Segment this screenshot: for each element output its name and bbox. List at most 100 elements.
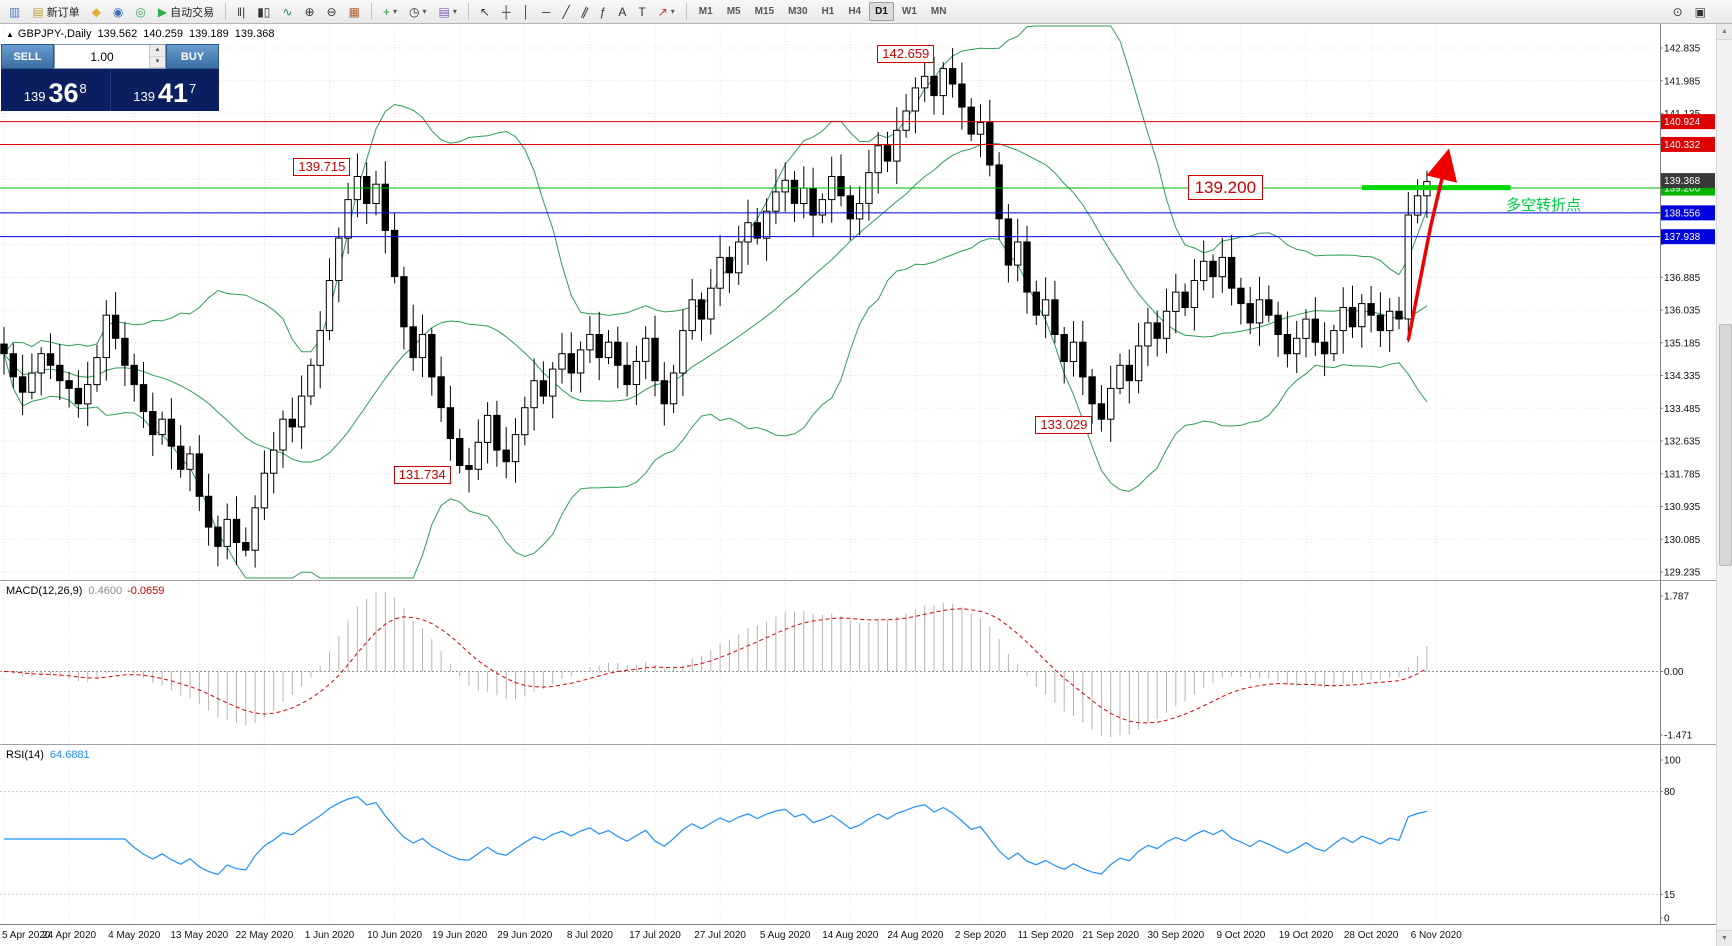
tile-windows-icon: ▦ xyxy=(348,4,360,19)
scroll-down-icon[interactable]: ▼ xyxy=(1717,930,1732,946)
buy-button[interactable]: BUY xyxy=(166,44,219,69)
label-button[interactable]: T xyxy=(633,1,650,23)
channel-icon: ∥ xyxy=(578,3,591,20)
toolbar-separator xyxy=(685,3,687,20)
svg-text:132.635: 132.635 xyxy=(1664,437,1701,448)
sell-price[interactable]: 139 36 8 xyxy=(1,69,111,111)
line-chart-button[interactable]: ∿ xyxy=(277,1,297,23)
price-callout-142.659[interactable]: 142.659 xyxy=(877,44,935,63)
main-toolbar: ▥ ▤ 新订单 ◆ ◉ ◎ ▶ 自动交易 ‖| ▮▯ ∿ ⊕ ⊖ ▦ + ▾ ◷ ▾ ▤ ▾ ↖ ┼ │ ─ ╱ ∥ ƒ A T ↗ ▾ M1… xyxy=(0,0,1732,24)
bar-chart-button[interactable]: ‖| xyxy=(232,1,250,23)
horizontal-levels[interactable] xyxy=(0,121,1660,238)
svg-text:138.556: 138.556 xyxy=(1664,208,1701,219)
label-icon: T xyxy=(638,4,646,19)
trendline-button[interactable]: ╱ xyxy=(557,1,574,23)
bullish-arrow[interactable] xyxy=(1406,148,1458,341)
svg-text:141.985: 141.985 xyxy=(1664,76,1701,87)
new-chart-icon: ▥ xyxy=(9,4,21,19)
channel-button[interactable]: ∥ xyxy=(577,1,593,23)
timeframe-mn-button[interactable]: MN xyxy=(930,6,947,17)
svg-text:130.085: 130.085 xyxy=(1664,535,1701,546)
drawn-objects[interactable] xyxy=(1361,148,1511,341)
collapse-panel-icon[interactable]: ▲ xyxy=(6,30,14,39)
timeframe-d1-button[interactable]: D1 xyxy=(869,2,894,21)
ohlc-high: 140.259 xyxy=(143,28,184,40)
timeframe-m1-button[interactable]: M1 xyxy=(698,6,713,17)
buy-price[interactable]: 139 41 7 xyxy=(111,69,220,111)
price-callout-131.734[interactable]: 131.734 xyxy=(393,465,451,484)
date-label: 21 Sep 2020 xyxy=(1082,930,1139,941)
vertical-scrollbar[interactable]: ▲ ▼ xyxy=(1716,24,1732,946)
svg-text:1.787: 1.787 xyxy=(1664,592,1689,603)
timeframe-m5-button[interactable]: M5 xyxy=(726,6,741,17)
autotrading-button[interactable]: ▶ 自动交易 xyxy=(153,1,219,23)
svg-text:129.235: 129.235 xyxy=(1664,568,1701,579)
search-button[interactable]: ⊙ xyxy=(1668,1,1688,23)
scrollbar-thumb[interactable] xyxy=(1719,324,1732,566)
timeframe-m30-button[interactable]: M30 xyxy=(788,6,808,17)
date-label: 24 Apr 2020 xyxy=(42,930,96,941)
periods-button[interactable]: ◷ ▾ xyxy=(404,1,432,23)
sell-button[interactable]: SELL xyxy=(1,44,54,69)
templates-button[interactable]: ▤ ▾ xyxy=(433,1,461,23)
volume-field[interactable]: 1.00 ▴ ▾ xyxy=(54,44,166,69)
date-label: 28 Oct 2020 xyxy=(1344,930,1399,941)
timeframe-m15-button[interactable]: M15 xyxy=(754,6,775,17)
svg-text:-1.471: -1.471 xyxy=(1664,731,1693,742)
toolbar-separator xyxy=(225,3,227,20)
zoom-in-button[interactable]: ⊕ xyxy=(299,1,319,23)
periods-dropdown-icon[interactable]: ▾ xyxy=(422,7,427,16)
date-label: 19 Oct 2020 xyxy=(1279,930,1334,941)
zoom-out-button[interactable]: ⊖ xyxy=(322,1,342,23)
timeframe-h1-button[interactable]: H1 xyxy=(821,6,835,17)
scroll-up-icon[interactable]: ▲ xyxy=(1717,24,1732,40)
date-label: 27 Jul 2020 xyxy=(694,930,746,941)
navigator-button[interactable]: ◎ xyxy=(130,1,150,23)
cursor-button[interactable]: ↖ xyxy=(475,1,495,23)
candle-chart-button[interactable]: ▮▯ xyxy=(252,1,275,23)
timeframe-h4-button[interactable]: H4 xyxy=(848,6,862,17)
new-order-button[interactable]: ▤ 新订单 xyxy=(27,1,84,23)
tile-windows-button[interactable]: ▦ xyxy=(344,1,365,23)
price-callout-133.029[interactable]: 133.029 xyxy=(1035,415,1093,434)
market-watch-button[interactable]: ◉ xyxy=(108,1,128,23)
timeframe-w1-button[interactable]: W1 xyxy=(901,6,917,17)
svg-text:135.185: 135.185 xyxy=(1664,338,1701,349)
date-label: 13 May 2020 xyxy=(170,930,228,941)
svg-text:137.938: 137.938 xyxy=(1664,232,1701,243)
svg-text:133.485: 133.485 xyxy=(1664,404,1701,415)
bollinger-bands xyxy=(3,25,1428,579)
horizontal-line-button[interactable]: ─ xyxy=(537,1,556,23)
svg-text:140.332: 140.332 xyxy=(1664,140,1701,151)
zoom-in-icon: ⊕ xyxy=(304,4,315,19)
metaeditor-button[interactable]: ◆ xyxy=(87,1,106,23)
toolbar-separator xyxy=(370,3,372,20)
chart-title-row: ▲ GBPJPY-,Daily 139.562 140.259 139.189 139.3… xyxy=(6,28,275,40)
price-callout-139.715[interactable]: 139.715 xyxy=(293,158,351,177)
indicators-dropdown-icon[interactable]: ▾ xyxy=(392,7,397,16)
price-callout-139.200[interactable]: 139.200 xyxy=(1187,175,1264,201)
axis-tag-138.556: 138.556 xyxy=(1661,205,1715,221)
volume-up-icon[interactable]: ▴ xyxy=(150,45,165,57)
templates-dropdown-icon[interactable]: ▾ xyxy=(452,7,457,16)
volume-stepper: ▴ ▾ xyxy=(149,45,165,68)
indicators-button[interactable]: + ▾ xyxy=(378,1,402,23)
turning-point-annotation[interactable]: 多空转折点 xyxy=(1505,196,1581,214)
volume-value[interactable]: 1.00 xyxy=(90,49,114,64)
line-chart-icon: ∿ xyxy=(282,4,293,19)
arrows-button[interactable]: ↗ ▾ xyxy=(653,1,680,23)
new-chart-button[interactable]: ▥ xyxy=(4,1,25,23)
text-button[interactable]: A xyxy=(613,1,631,23)
arrows-dropdown-icon[interactable]: ▾ xyxy=(670,7,675,16)
fibonacci-button[interactable]: ƒ xyxy=(595,1,612,23)
crosshair-button[interactable]: ┼ xyxy=(497,1,516,23)
upper-band xyxy=(3,25,1428,355)
sell-price-base: 139 xyxy=(23,89,46,104)
date-label: 22 May 2020 xyxy=(235,930,293,941)
volume-down-icon[interactable]: ▾ xyxy=(150,56,165,68)
vertical-line-button[interactable]: │ xyxy=(517,1,535,23)
date-label: 1 Jun 2020 xyxy=(305,930,355,941)
date-label: 24 Aug 2020 xyxy=(887,930,944,941)
window-layout-button[interactable]: ▣ xyxy=(1690,1,1711,23)
